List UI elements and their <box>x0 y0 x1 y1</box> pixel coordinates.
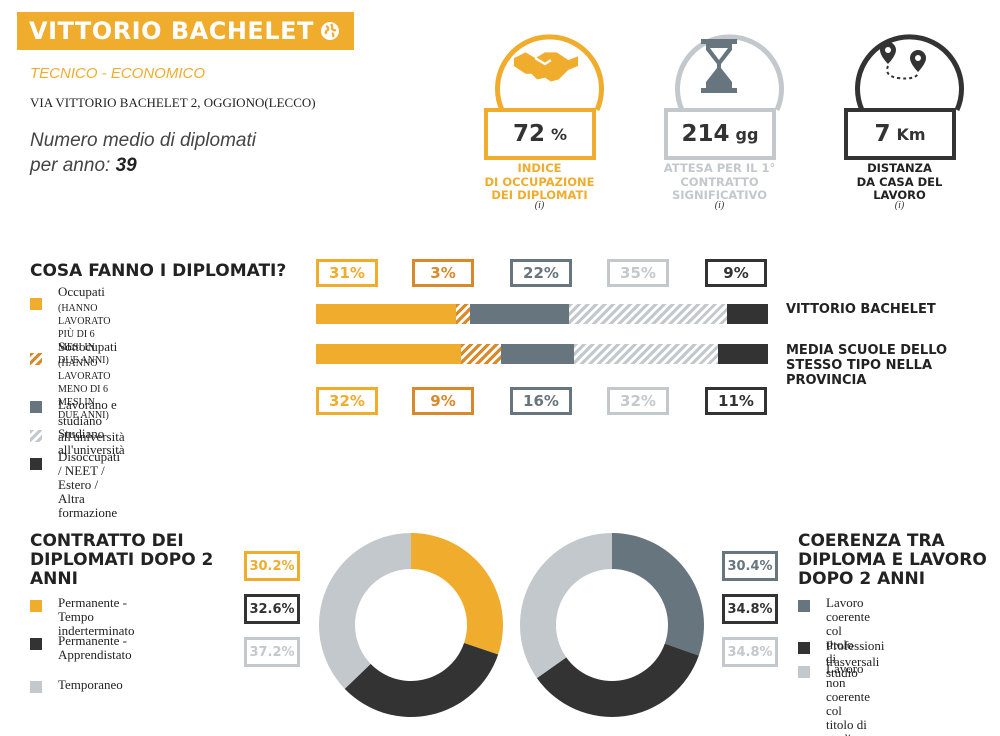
contract-slice-2 <box>344 642 499 717</box>
kpi-value: 72 <box>512 121 545 147</box>
contract-pct-3: 37.2% <box>244 637 300 667</box>
swatch-light-gray <box>30 681 42 693</box>
coherence-pct-3: 34.8% <box>722 637 778 667</box>
contract-pct-1: 30.2% <box>244 551 300 581</box>
kpi-value: 7 <box>874 121 891 147</box>
province-bar-label: MEDIA SCUOLE DELLO STESSO TIPO NELLA PRO… <box>786 343 948 388</box>
swatch-light-gray <box>798 666 810 678</box>
kpi-unit: Km <box>896 124 926 144</box>
school-pct-employed: 31% <box>316 259 378 287</box>
swatch-hatched-orange <box>30 353 42 365</box>
kpi-value-box: 7 Km <box>844 108 956 160</box>
coherence-title: COERENZA TRA DIPLOMA E LAVORO DOPO 2 ANN… <box>798 531 987 589</box>
kpi-label: ATTESA PER IL 1° CONTRATTO SIGNIFICATIVO <box>663 161 776 202</box>
school-pct-work-study: 22% <box>510 259 572 287</box>
swatch-orange <box>30 298 42 310</box>
province-pct-employed: 32% <box>316 387 378 415</box>
school-type: TECNICO - ECONOMICO <box>30 65 205 82</box>
school-pct-unemployed: 9% <box>705 259 767 287</box>
swatch-orange <box>30 600 42 612</box>
province-segment-work-study <box>501 344 574 364</box>
kpi-circle <box>855 34 964 112</box>
coherence-slice-3 <box>520 533 612 679</box>
avg-value: 39 <box>115 155 137 176</box>
avg-label-1: Numero medio di diplomati <box>30 130 256 151</box>
school-segment-unemployed <box>727 304 768 324</box>
school-pct-study: 35% <box>607 259 669 287</box>
swatch-slate <box>798 600 810 612</box>
coherence-donut <box>520 533 704 717</box>
school-address: VIA VITTORIO BACHELET 2, OGGIONO(LECCO) <box>30 95 316 110</box>
school-segment-underemployed <box>456 304 470 324</box>
school-pct-underemployed: 3% <box>412 259 474 287</box>
avg-graduates: Numero medio di diplomati per anno: 39 <box>30 128 256 178</box>
globe-icon[interactable] <box>320 21 340 41</box>
bar-school <box>316 304 768 324</box>
kpi-label: DISTANZA DA CASA DEL LAVORO <box>856 161 943 202</box>
kpi-unit: % <box>550 124 568 144</box>
swatch-dark <box>30 458 42 470</box>
activities-title: COSA FANNO I DIPLOMATI? <box>30 261 287 281</box>
swatch-dark <box>798 642 810 654</box>
province-pct-study: 32% <box>607 387 669 415</box>
kpi-value-box: 72 % <box>484 108 596 160</box>
info-icon[interactable]: (i) <box>894 200 905 211</box>
swatch-hatched-gray <box>30 430 42 442</box>
kpi-label: INDICE DI OCCUPAZIONE DEI DIPLOMATI <box>484 161 595 202</box>
coherence-slice-1 <box>612 533 704 656</box>
school-bar-label: VITTORIO BACHELET <box>786 302 936 317</box>
kpi-value: 214 <box>681 121 730 147</box>
province-pct-underemployed: 9% <box>412 387 474 415</box>
map-pins-icon <box>880 42 926 80</box>
handshake-icon <box>513 52 579 82</box>
coherence-slice-2 <box>536 643 699 717</box>
contract-donut <box>319 533 503 717</box>
swatch-dark <box>30 638 42 650</box>
province-pct-work-study: 16% <box>510 387 572 415</box>
school-name: VITTORIO BACHELET <box>29 17 314 45</box>
school-segment-employed <box>316 304 457 324</box>
school-segment-study <box>569 304 728 324</box>
contract-title: CONTRATTO DEI DIPLOMATI DOPO 2 ANNI <box>30 531 214 589</box>
kpi-circle <box>495 34 604 112</box>
province-segment-employed <box>316 344 461 364</box>
bar-province <box>316 344 768 364</box>
province-pct-unemployed: 11% <box>705 387 767 415</box>
kpi-value-box: 214 gg <box>664 108 776 160</box>
school-title-bar: VITTORIO BACHELET <box>17 12 354 50</box>
province-segment-underemployed <box>460 344 502 364</box>
avg-label-2: per anno: <box>30 155 111 176</box>
contract-slice-3 <box>319 533 411 689</box>
province-segment-unemployed <box>718 344 768 364</box>
hourglass-icon <box>701 39 737 93</box>
info-icon[interactable]: (i) <box>534 200 545 211</box>
coherence-pct-1: 30.4% <box>722 551 778 581</box>
coherence-pct-2: 34.8% <box>722 594 778 624</box>
swatch-slate <box>30 401 42 413</box>
contract-slice-1 <box>411 533 503 655</box>
info-icon[interactable]: (i) <box>714 200 725 211</box>
province-segment-study <box>573 344 719 364</box>
kpi-circle <box>675 34 784 112</box>
kpi-unit: gg <box>735 124 759 144</box>
contract-pct-2: 32.6% <box>244 594 300 624</box>
school-segment-work-study <box>469 304 570 324</box>
